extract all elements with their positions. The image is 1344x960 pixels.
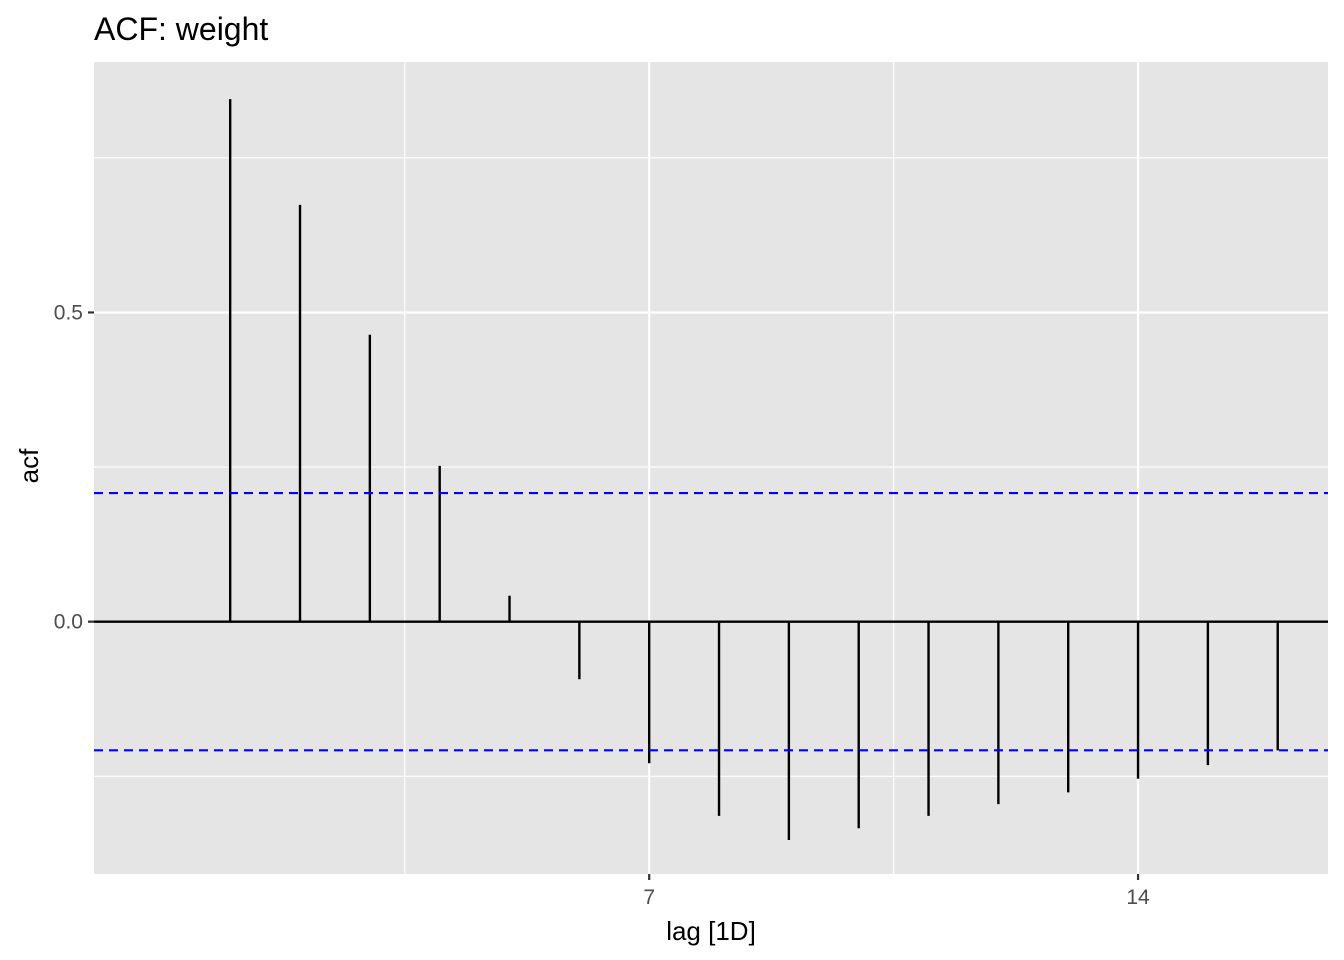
x-axis: 7 14 [643,874,1150,909]
y-tick-label: 0.0 [54,611,83,634]
x-tick-label: 14 [1126,886,1150,909]
y-axis-title: acf [14,448,44,483]
x-tick-label: 7 [643,886,655,909]
x-axis-title: lag [1D] [666,916,756,946]
confidence-bounds [94,491,1328,752]
y-axis: 0.5 0.0 [54,301,94,634]
y-tick-label: 0.5 [54,301,83,324]
plot-panel [94,62,1328,874]
chart-title: ACF: weight [94,11,268,47]
acf-bars [228,99,1279,840]
